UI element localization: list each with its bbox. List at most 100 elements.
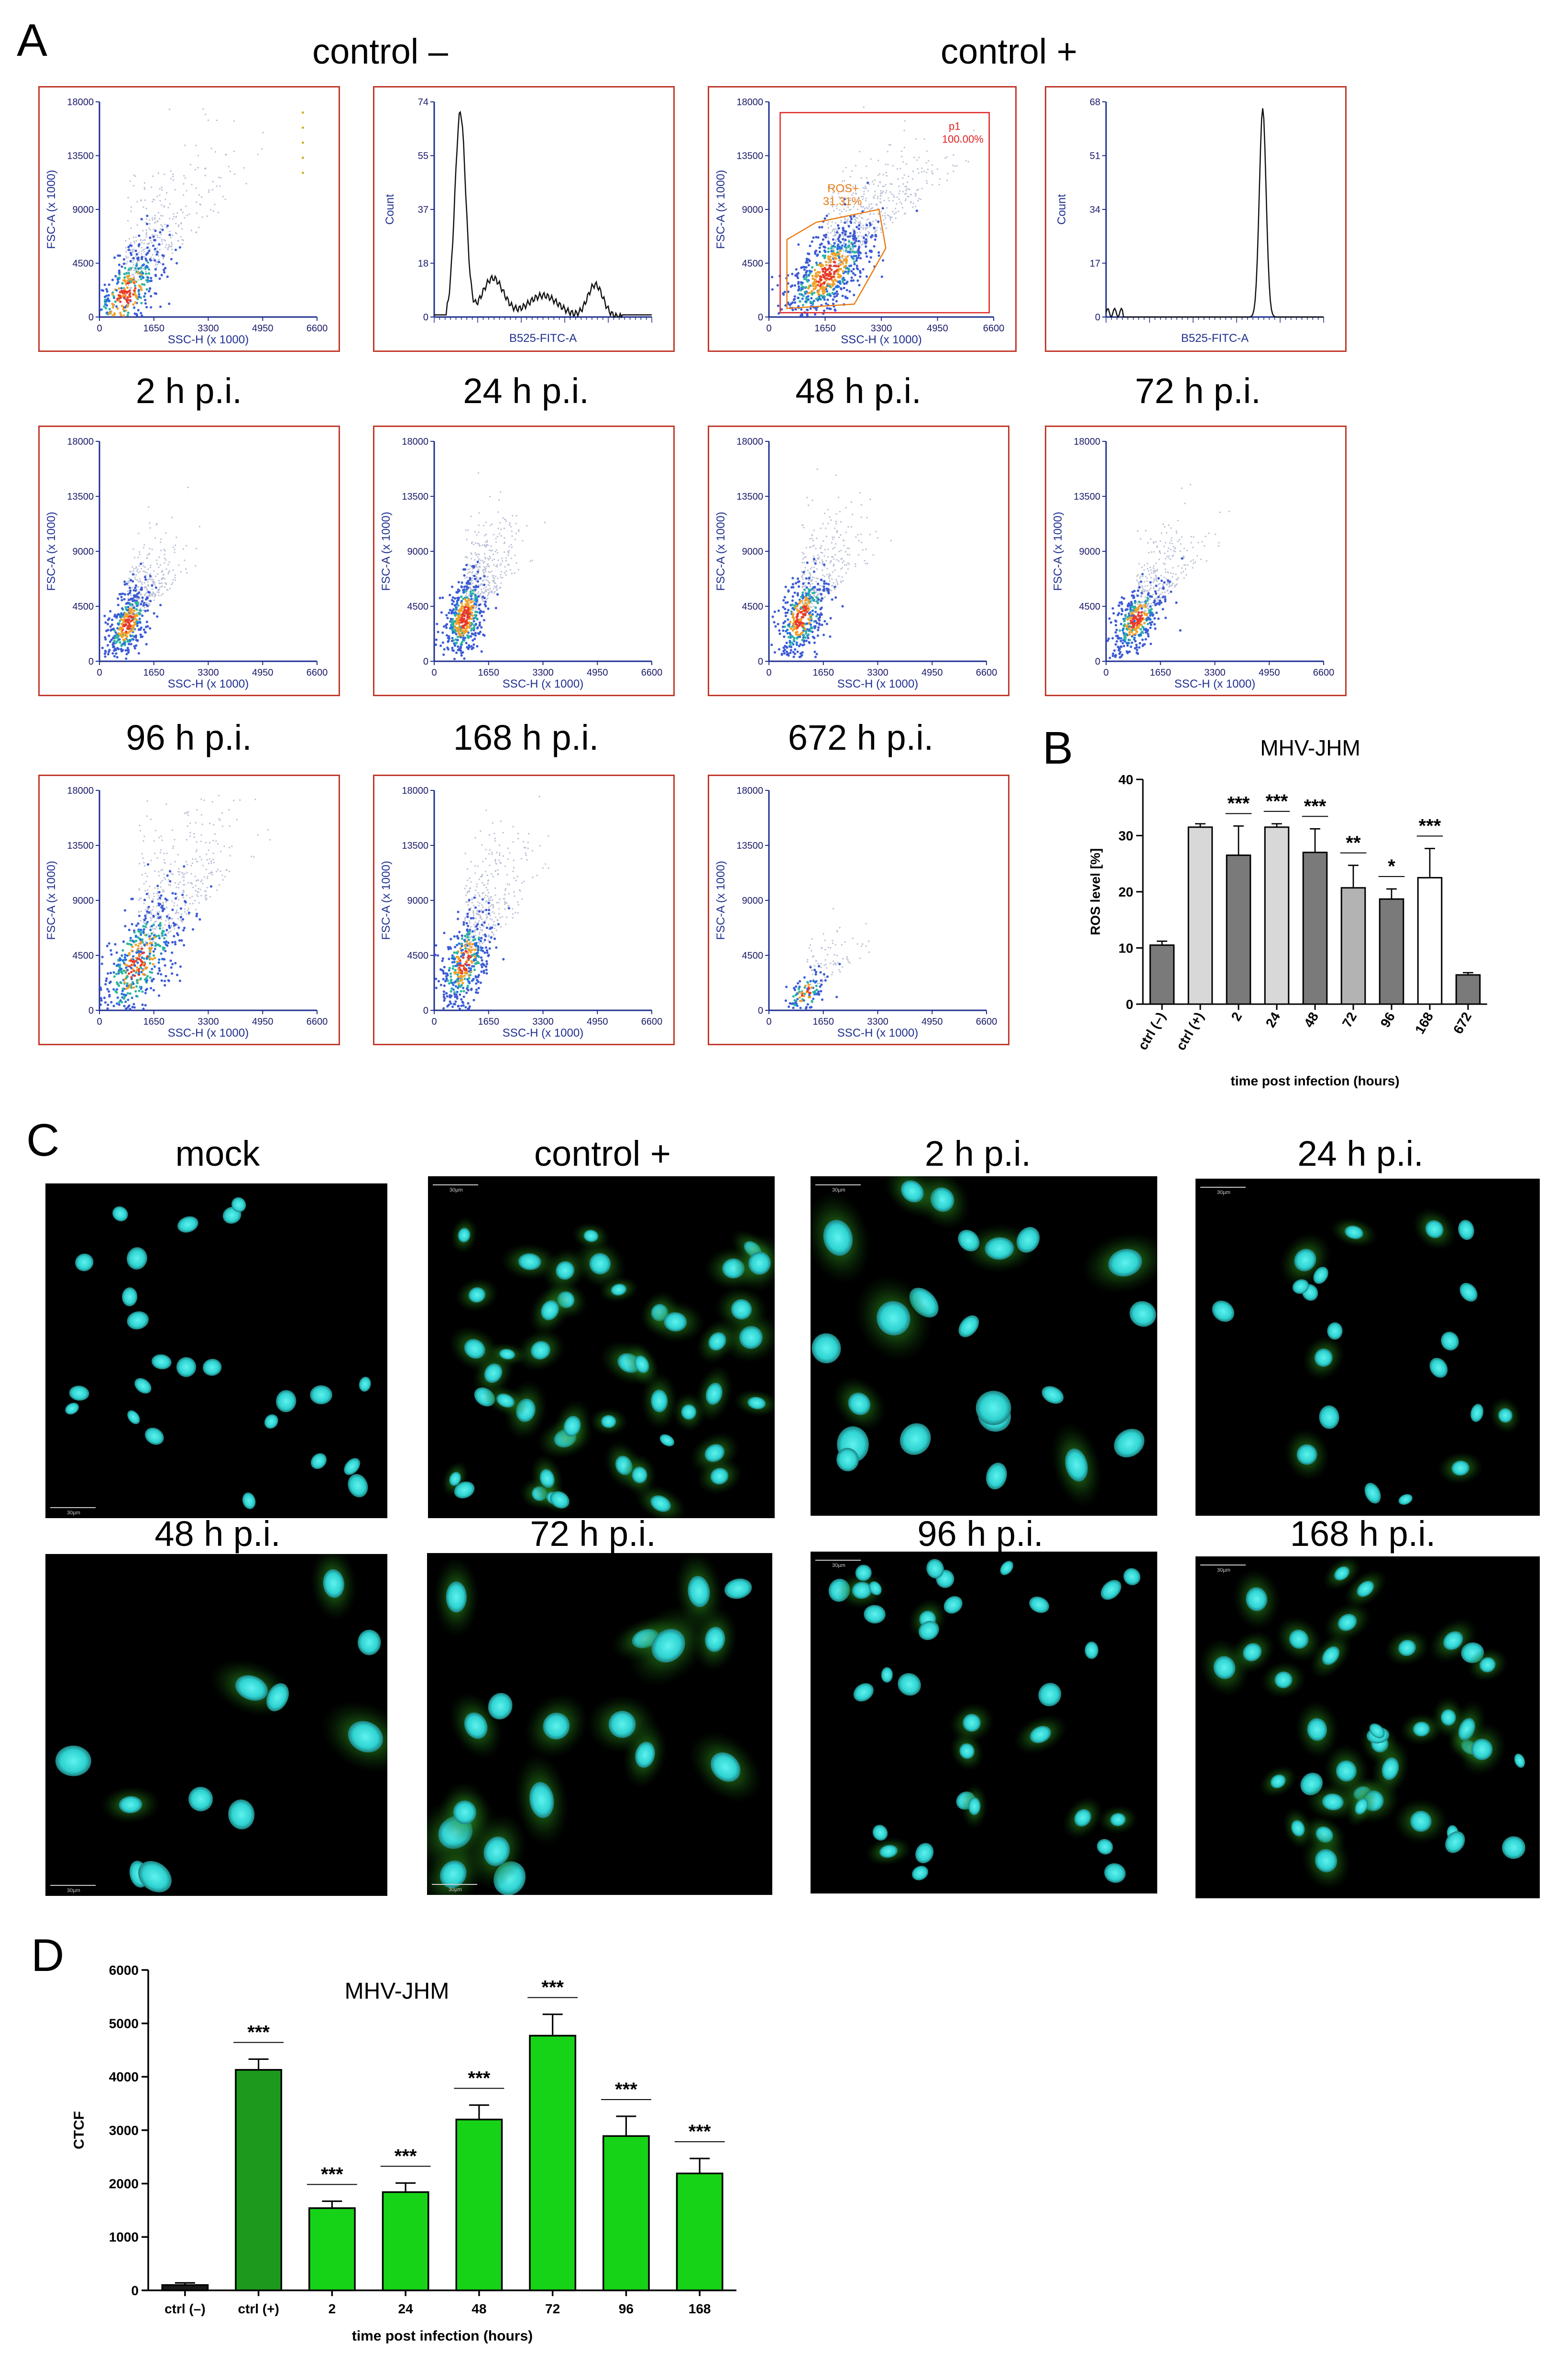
significance-marker: ***: [1266, 791, 1288, 812]
y-tick-label: 18000: [402, 437, 428, 447]
y-tick-label: 0: [88, 657, 94, 667]
nucleus: [1074, 1809, 1091, 1827]
nucleus: [529, 1782, 554, 1818]
nucleus: [708, 1332, 726, 1351]
nucleus: [202, 1358, 222, 1376]
y-tick-label: 1000: [109, 2230, 139, 2244]
x-tick-label: 2: [1228, 1010, 1245, 1024]
x-tick-label: 96: [619, 2301, 634, 2316]
nucleus: [1085, 1642, 1098, 1659]
nucleus: [1357, 1581, 1374, 1597]
y-tick-label: 0: [1095, 312, 1100, 323]
nucleus: [681, 1404, 697, 1420]
y-tick-label: 51: [1090, 151, 1100, 162]
micro-72h: 30µm: [427, 1553, 772, 1895]
y-tick-label: 0: [423, 657, 428, 667]
nucleus: [1369, 1723, 1385, 1739]
scatter-72h: 0 4500 9000 13500 18000 0 1650 3300 4950 6600 SSC-…: [1045, 426, 1347, 696]
nucleus: [188, 1786, 213, 1812]
gate-ros-value: 31.31%: [823, 195, 862, 208]
nucleus: [659, 1434, 675, 1446]
nucleus: [879, 1845, 898, 1858]
nucleus: [152, 1354, 172, 1369]
scale-bar-label: 30µm: [832, 1187, 845, 1193]
nucleus: [1246, 1587, 1268, 1611]
nucleus: [1289, 1630, 1309, 1649]
nucleus: [634, 1355, 649, 1373]
nucleus: [1319, 1405, 1339, 1429]
nucleus: [635, 1741, 655, 1768]
nucleus: [1123, 1568, 1140, 1586]
x-axis-title: SSC-H (x 1000): [503, 678, 583, 690]
nucleus: [1016, 1227, 1040, 1253]
nucleus: [958, 1229, 980, 1252]
nucleus: [468, 1287, 486, 1303]
y-axis-title: ROS level [%]: [1088, 848, 1103, 935]
x-tick-label: 1650: [478, 1017, 500, 1027]
nucleus: [1479, 1657, 1496, 1673]
bar: [1302, 852, 1328, 1005]
y-tick-label: 0: [88, 1006, 94, 1016]
nucleus: [310, 1453, 327, 1469]
x-tick-label: 6600: [983, 323, 1005, 334]
y-tick-label: 13500: [67, 151, 94, 162]
x-tick-label: ctrl (–): [1135, 1010, 1169, 1053]
nucleus: [454, 1481, 475, 1499]
histogram-ctrl-neg: 0 18 37 55 74 B525-FITC-A Count: [373, 86, 675, 352]
nucleus: [899, 1423, 931, 1455]
nucleus: [1425, 1220, 1444, 1238]
nucleus: [231, 1197, 246, 1213]
nucleus: [539, 1469, 555, 1488]
x-axis-title: SSC-H (x 1000): [168, 1027, 249, 1040]
nucleus: [1029, 1597, 1049, 1613]
nucleus: [144, 1427, 164, 1445]
y-tick-label: 13500: [67, 492, 94, 502]
nucleus: [943, 1596, 963, 1614]
nucleus: [852, 1582, 872, 1599]
x-tick-label: 3300: [197, 668, 219, 678]
y-tick-label: 9000: [73, 896, 94, 906]
nucleus: [705, 1382, 723, 1405]
y-tick-label: 5000: [109, 2016, 139, 2031]
nucleus: [872, 1825, 888, 1841]
nucleus: [1410, 1811, 1432, 1832]
x-tick-label: 0: [766, 323, 771, 334]
micro-mock: 30µm: [45, 1183, 387, 1518]
x-tick-label: 4950: [252, 323, 274, 334]
plot-caption-168h: 168 h p.i.: [453, 718, 599, 757]
y-tick-label: 4500: [407, 602, 429, 612]
micro-48h: 30µm: [45, 1554, 387, 1896]
y-tick-label: 0: [1126, 997, 1133, 1012]
y-tick-label: 18: [418, 259, 428, 269]
nucleus: [1327, 1322, 1343, 1340]
y-tick-label: 4000: [109, 2069, 139, 2084]
nucleus: [1364, 1483, 1381, 1504]
nucleus: [664, 1312, 687, 1332]
y-tick-label: 0: [758, 312, 763, 323]
y-tick-label: 13500: [402, 841, 428, 851]
bar: [676, 2172, 724, 2291]
x-tick-label: 0: [766, 668, 771, 678]
nucleus: [710, 1467, 729, 1485]
x-tick-label: 1650: [143, 323, 165, 334]
scale-bar-label: 30µm: [832, 1563, 845, 1568]
x-tick-label: 1650: [143, 668, 165, 678]
x-axis-title: SSC-H (x 1000): [837, 1027, 918, 1040]
nucleus: [963, 1714, 981, 1732]
group-label-control-neg: control –: [312, 32, 448, 71]
x-tick-label: 1650: [478, 668, 500, 678]
bar: [529, 2035, 577, 2291]
x-tick-label: 4950: [587, 668, 608, 678]
histogram-curve: [1105, 108, 1324, 318]
micro-label-control-pos: control +: [534, 1134, 671, 1173]
y-tick-label: 13500: [736, 492, 763, 502]
x-tick-label: 3300: [871, 323, 892, 334]
nucleus: [266, 1683, 289, 1711]
nucleus: [122, 1287, 138, 1306]
nucleus: [499, 1349, 515, 1360]
x-axis-title: B525-FITC-A: [509, 332, 577, 345]
y-tick-label: 18000: [736, 97, 763, 108]
nucleus: [915, 1843, 934, 1863]
scale-bar-label: 30µm: [450, 1187, 463, 1193]
panel-d-letter: D: [31, 1930, 65, 1981]
